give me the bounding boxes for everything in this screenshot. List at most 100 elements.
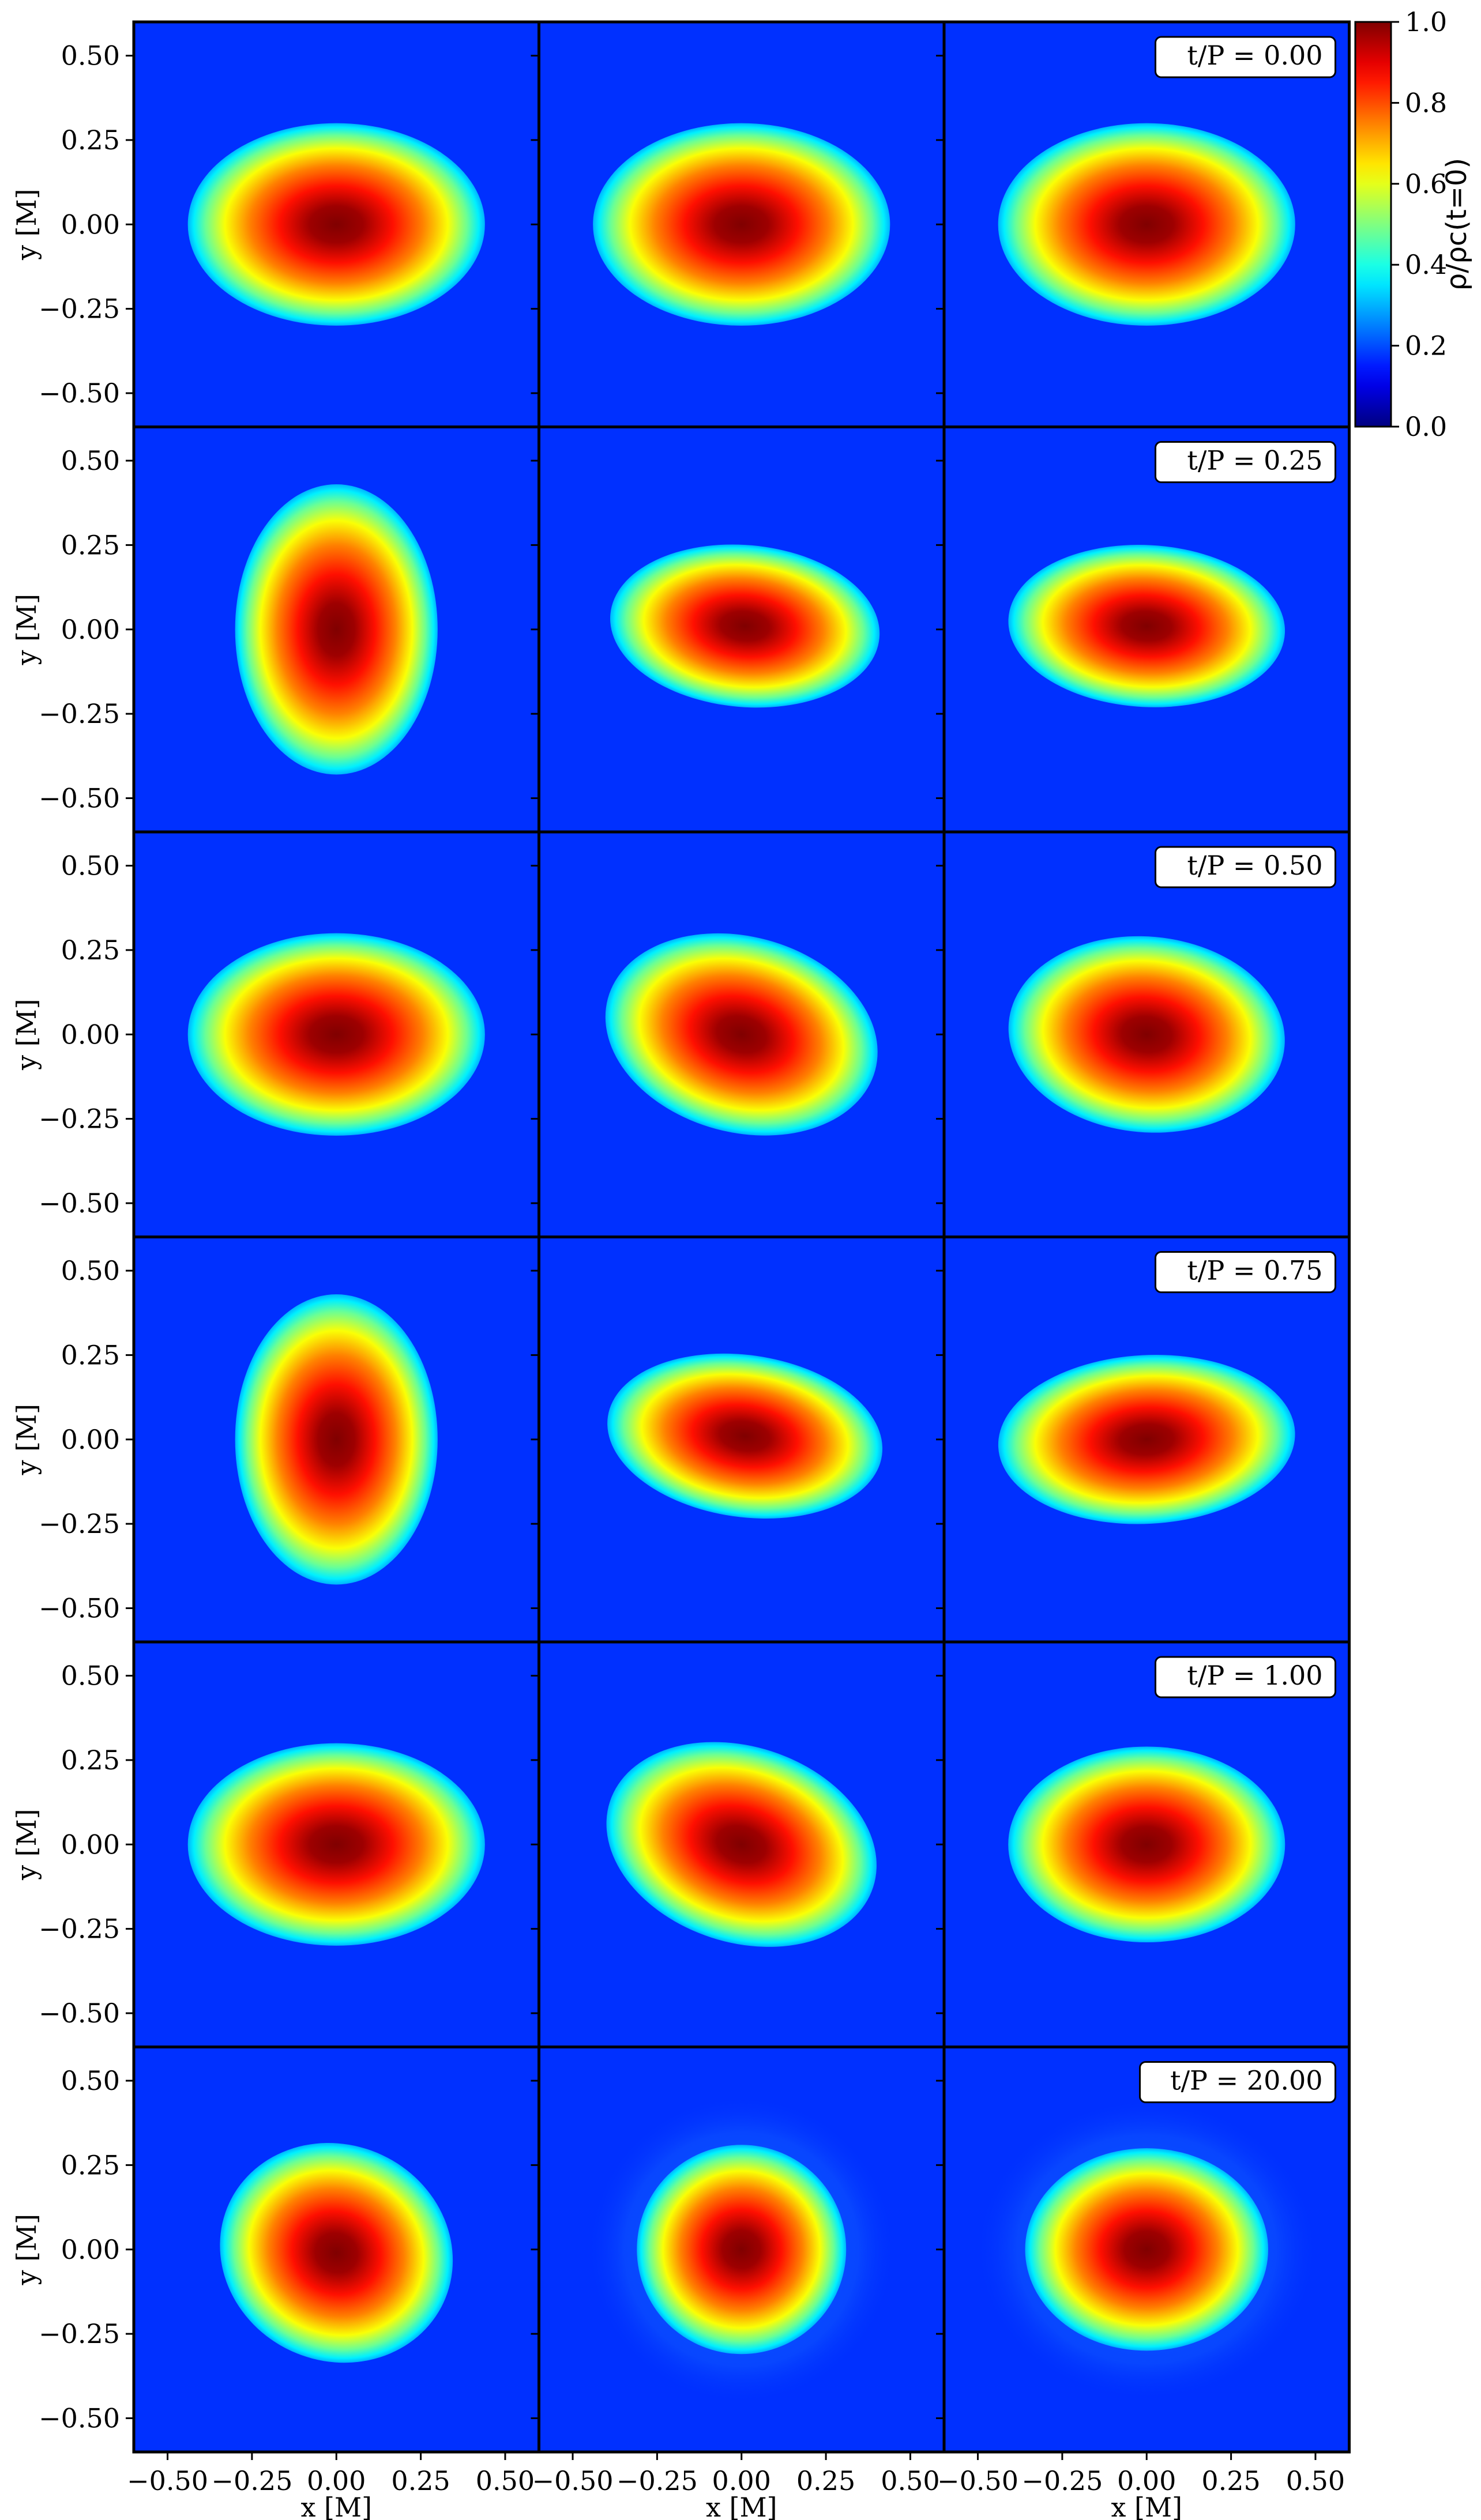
y-tick-label: 0.50 [61,445,120,476]
y-tick-label: −0.50 [39,1592,120,1624]
time-label: t/P = 1.00 [1187,1660,1322,1691]
x-axis-label: x [M] [300,2492,372,2520]
x-tick-label: 0.25 [391,2465,450,2496]
time-label: t/P = 0.25 [1187,445,1322,476]
y-tick-label: −0.25 [39,1103,120,1135]
y-tick-label: 0.25 [61,125,120,156]
colorbar-tick-label: 0.2 [1405,330,1447,361]
y-tick-label: 0.25 [61,529,120,560]
y-axis-label: y [M] [11,2214,42,2286]
x-tick-label: −0.25 [211,2465,292,2496]
colorbar-tick-label: 0.8 [1405,87,1447,118]
panel-r3-c0 [126,1235,540,1644]
y-tick-label: 0.50 [61,850,120,882]
colorbar-tick-label: 1.0 [1405,6,1447,37]
panel-r2-c1 [531,830,946,1238]
y-axis-label: y [M] [11,999,42,1071]
y-tick-label: −0.25 [39,293,120,325]
time-label-box: t/P = 1.00 [1155,1656,1336,1698]
y-axis-label: y [M] [11,189,42,261]
density-blob [606,1742,877,1947]
panel-r4-c2 [936,1640,1351,2048]
time-label: t/P = 0.75 [1187,1255,1322,1286]
y-tick-label: −0.50 [39,1998,120,2029]
y-tick-label: 0.50 [61,1660,120,1692]
x-tick-label: 0.25 [796,2465,855,2496]
panel-r0-c0 [126,20,540,428]
y-tick-label: 0.50 [61,1255,120,1286]
x-axis-label: x [M] [1111,2492,1182,2520]
density-blob [607,1353,883,1519]
density-blob [187,933,485,1136]
time-label-box: t/P = 0.25 [1155,441,1336,483]
panel-r5-c0 [126,2046,540,2460]
density-blob [220,2143,453,2363]
time-label-box: t/P = 0.00 [1155,36,1336,78]
density-blob [998,1354,1295,1524]
density-blob [610,544,880,708]
panel-r4-c1 [531,1640,946,2048]
panel-r1-c0 [126,425,540,834]
panel-r2-c2 [936,830,1351,1238]
density-blob [1008,1746,1285,1943]
time-label: t/P = 0.50 [1187,850,1322,881]
x-tick-label: −0.25 [1021,2465,1103,2496]
y-tick-label: 0.25 [61,2149,120,2180]
panel-r2-c0 [126,830,540,1238]
time-label-box: t/P = 20.00 [1139,2061,1336,2103]
y-tick-label: 0.00 [61,209,120,240]
y-tick-label: 0.25 [61,1745,120,1776]
y-axis-label: y [M] [11,1404,42,1476]
x-tick-label: 0.00 [1117,2465,1176,2496]
time-label: t/P = 20.00 [1170,2065,1322,2096]
panel-r0-c1 [531,20,946,428]
y-tick-label: −0.50 [39,782,120,813]
colorbar-label: ρ/ρc(t=0) [1441,158,1473,291]
y-tick-label: −0.25 [39,2318,120,2349]
x-tick-label: 0.50 [1286,2465,1345,2496]
y-tick-label: 0.00 [61,1019,120,1050]
y-axis-label: y [M] [11,1809,42,1881]
y-tick-label: −0.25 [39,1508,120,1539]
panel-r4-c0 [126,1640,540,2048]
time-label: t/P = 0.00 [1187,40,1322,71]
density-blob [1008,936,1285,1133]
time-label-box: t/P = 0.50 [1155,846,1336,888]
panel-r5-c2 [936,2046,1351,2460]
panel-grid [126,20,1351,2460]
x-tick-label: −0.50 [532,2465,614,2496]
density-blob [593,123,890,326]
density-blob [637,2145,847,2355]
colorbar-gradient [1354,21,1392,428]
x-tick-label: 0.00 [712,2465,771,2496]
x-tick-label: −0.50 [937,2465,1018,2496]
y-tick-label: 0.25 [61,935,120,966]
panel-r1-c2 [936,425,1351,834]
panel-r0-c2 [936,20,1351,428]
y-tick-label: 0.50 [61,40,120,71]
panel-r1-c1 [531,425,946,834]
panel-r3-c1 [531,1235,946,1644]
x-tick-label: 0.50 [881,2465,939,2496]
density-blob [187,1743,485,1946]
y-axis-label: y [M] [11,594,42,666]
y-tick-label: −0.50 [39,378,120,409]
density-blob [235,1294,438,1585]
y-tick-label: 0.00 [61,1424,120,1455]
y-tick-label: 0.00 [61,614,120,645]
x-tick-label: 0.50 [476,2465,535,2496]
density-blob [605,933,878,1136]
x-tick-label: 0.25 [1201,2465,1260,2496]
colorbar: 0.0 0.2 0.4 0.6 0.8 1.0 ρ/ρc(t=0) [1354,6,1473,442]
colorbar-tick-label: 0.6 [1405,168,1447,199]
y-tick-label: −0.25 [39,1913,120,1945]
y-tick-label: 0.25 [61,1339,120,1370]
colorbar-tick-label: 0.0 [1405,411,1447,442]
y-tick-label: −0.25 [39,698,120,729]
density-blob [1025,2148,1268,2351]
y-tick-label: 0.00 [61,1829,120,1860]
y-tick-label: 0.50 [61,2065,120,2096]
panel-r3-c2 [936,1235,1351,1644]
y-tick-label: −0.50 [39,1188,120,1219]
